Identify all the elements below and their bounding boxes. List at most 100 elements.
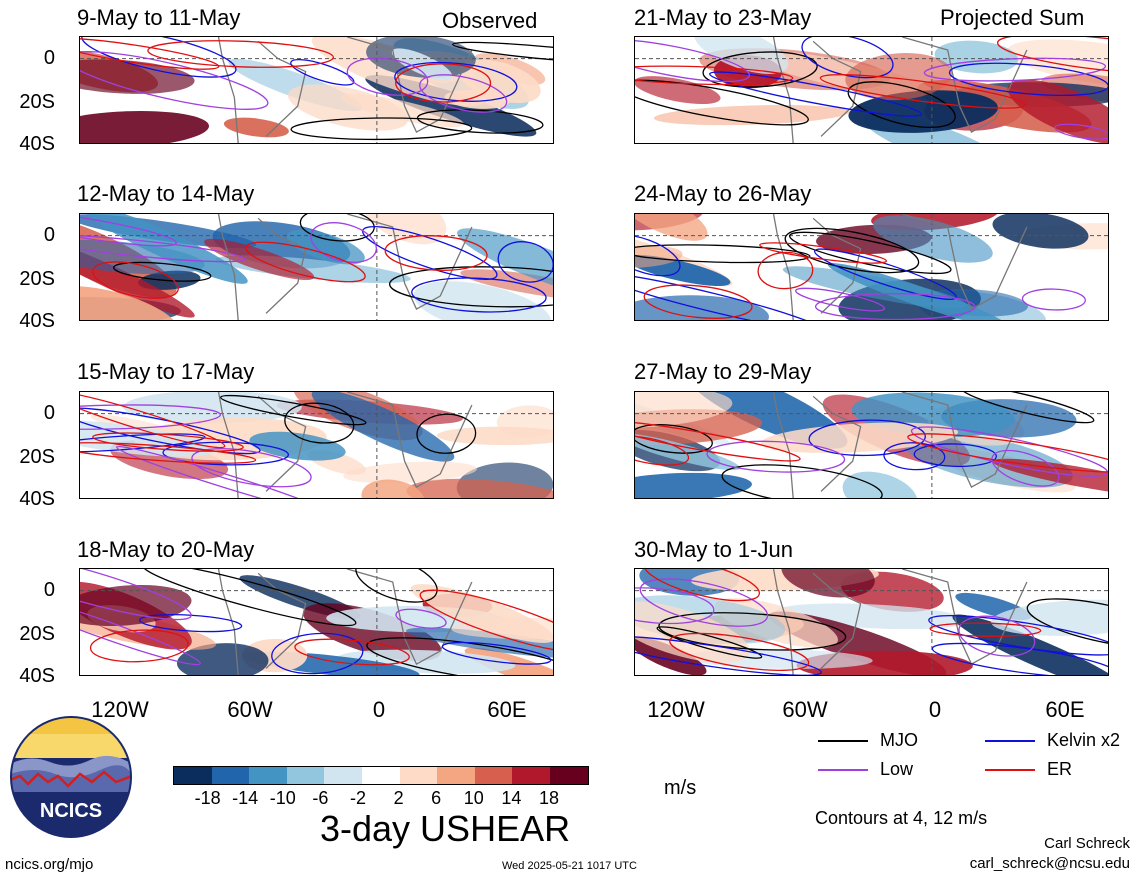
author-name: Carl Schreck: [1044, 835, 1130, 852]
contour-line: [147, 40, 334, 68]
website-link[interactable]: ncics.org/mjo: [5, 856, 94, 873]
lon-tick-label: 120W: [91, 697, 149, 722]
lon-tick-label: 60W: [227, 697, 273, 722]
shear-shading: [362, 214, 447, 245]
svg-text:NCICS: NCICS: [40, 800, 102, 822]
shear-shading: [460, 269, 553, 301]
contour-line: [635, 79, 809, 126]
shear-shading: [123, 392, 302, 424]
contour-line: [635, 272, 822, 320]
contour-line: [958, 615, 1036, 657]
lat-tick-label: 20S: [19, 446, 55, 468]
contour-line: [789, 231, 952, 275]
panel-title: 15-May to 17-May: [77, 359, 255, 384]
contour-line: [784, 227, 920, 274]
contour-line: [960, 392, 1095, 424]
timestamp: Wed 2025-05-21 1017 UTC: [502, 860, 637, 872]
contour-line: [355, 569, 438, 603]
panel-title: 24-May to 26-May: [634, 181, 812, 206]
shear-shading: [176, 643, 269, 675]
coastline: [217, 37, 307, 143]
contour-line: [1021, 288, 1086, 311]
colorbar-tick-label: -18: [194, 788, 221, 808]
contour-line: [92, 432, 244, 452]
coastline: [772, 37, 862, 143]
shear-shading: [635, 392, 733, 428]
contour-line: [1054, 123, 1108, 140]
lat-tick-label: 40S: [19, 133, 55, 155]
contour-line: [635, 65, 794, 86]
contour-line: [80, 433, 206, 453]
shear-shading: [952, 614, 1108, 675]
legend-item-kelvin: Kelvin x2: [985, 730, 1120, 751]
contour-line: [991, 449, 1060, 487]
shear-shading: [405, 627, 553, 659]
contour-line: [883, 442, 946, 471]
shear-shading: [653, 105, 850, 126]
lon-tick-label: 0: [928, 697, 942, 722]
map-field: [80, 569, 553, 675]
contour-line: [80, 442, 257, 464]
coastline: [347, 392, 473, 488]
contour-line: [116, 445, 333, 498]
contour-line: [635, 244, 811, 264]
colorbar-tick-label: 10: [463, 788, 484, 808]
contour-line: [996, 37, 1108, 75]
contour-line: [162, 441, 290, 466]
contour-line: [452, 41, 553, 65]
lat-tick-label: 0: [43, 47, 55, 69]
legend-swatch: [985, 739, 1035, 742]
contour-line: [923, 57, 1107, 82]
colorbar-swatch: [249, 767, 287, 784]
colorbar: [173, 766, 589, 785]
panel-title: 12-May to 14-May: [77, 181, 255, 206]
contour-line: [411, 277, 547, 313]
author-email[interactable]: carl_schreck@ncsu.edu: [969, 855, 1130, 872]
shear-shading: [845, 53, 953, 101]
contour-line: [366, 637, 553, 675]
contour-line: [299, 214, 375, 242]
contour-line: [92, 261, 179, 299]
contour-line: [419, 589, 553, 653]
contour-line: [290, 117, 473, 141]
contour-line: [80, 214, 177, 247]
contour-line: [388, 266, 553, 308]
contour-line: [416, 413, 477, 454]
legend-label: ER: [1047, 759, 1073, 779]
colorbar-tick-label: -14: [232, 788, 259, 808]
panel-title: 21-May to 23-May: [634, 5, 812, 30]
contour-line: [669, 632, 810, 671]
lat-tick-label: 20S: [19, 91, 55, 113]
colorbar-tick-label: -6: [312, 788, 329, 808]
contour-line: [910, 426, 1108, 477]
colorbar-swatch: [324, 767, 362, 784]
shear-shading: [80, 110, 210, 143]
shear-shading: [635, 472, 752, 498]
lat-tick-label: 40S: [19, 488, 55, 510]
map-panel: [634, 36, 1109, 144]
coastline: [902, 392, 1028, 488]
contour-line: [310, 222, 377, 263]
shear-shading: [80, 420, 215, 457]
colorbar-swatch: [286, 767, 325, 784]
colorbar-tick-label: 2: [393, 788, 404, 808]
shear-shading: [693, 37, 789, 74]
contour-line: [80, 51, 269, 110]
shear-shading: [361, 479, 425, 498]
contour-line: [80, 234, 246, 263]
contour-line: [81, 37, 237, 78]
map-field: [635, 392, 1108, 498]
shear-shading: [286, 229, 365, 265]
map-field: [635, 214, 1108, 320]
coastline: [902, 214, 1028, 310]
contour-line: [80, 37, 220, 70]
shear-shading: [80, 286, 178, 320]
colorbar-swatch: [361, 767, 400, 784]
lat-tick-label: 0: [43, 402, 55, 424]
contour-line: [928, 615, 1108, 656]
shear-shading: [249, 431, 346, 461]
lat-tick-label: 20S: [19, 268, 55, 290]
map-panel: [634, 391, 1109, 499]
contour-line: [658, 612, 847, 651]
contour-line: [141, 569, 357, 627]
